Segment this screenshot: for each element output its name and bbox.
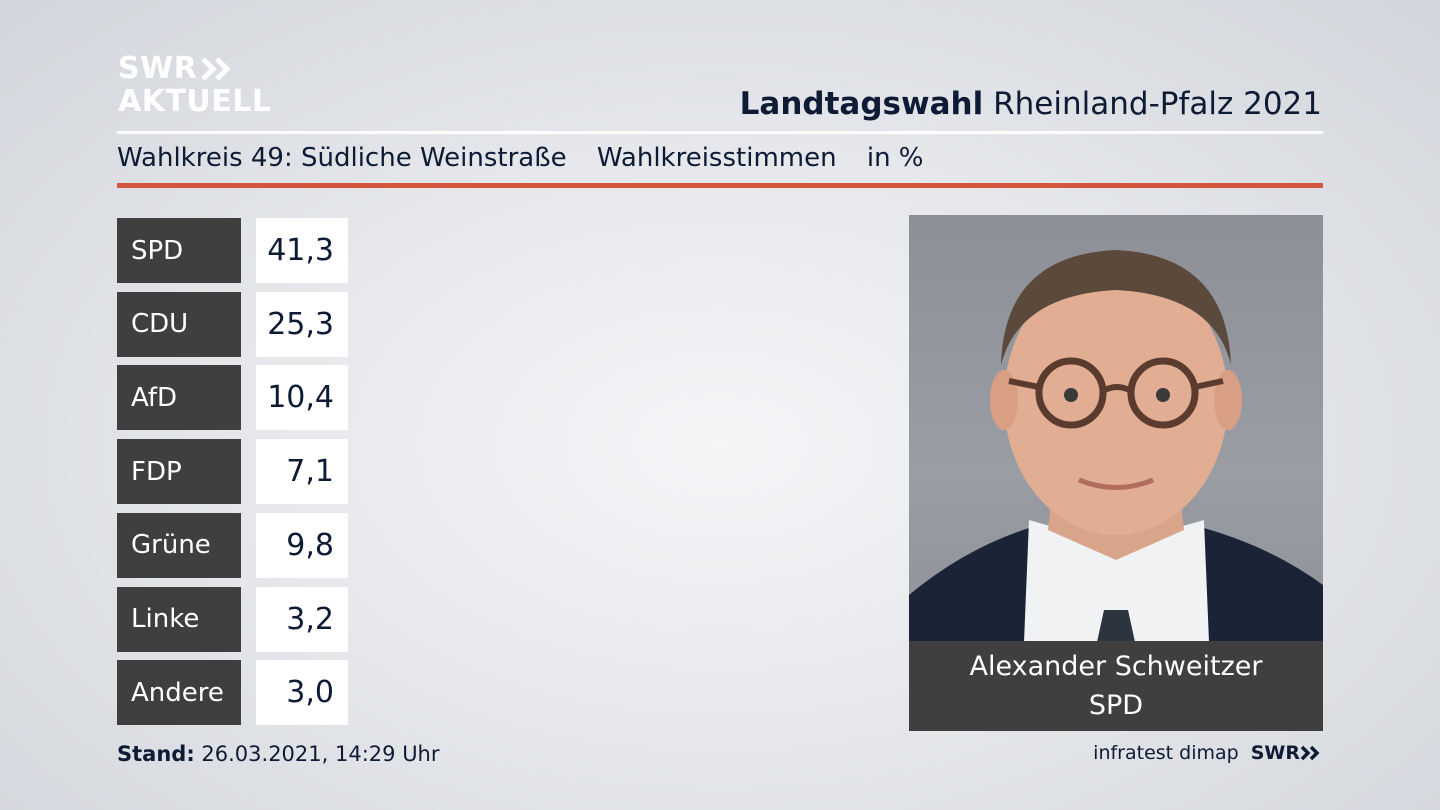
- logo-aktuell: AKTUELL: [118, 84, 272, 119]
- swr-chevrons-icon: [1300, 745, 1320, 761]
- party-label: Linke: [117, 586, 241, 652]
- candidate-party: SPD: [1088, 690, 1144, 721]
- party-label: CDU: [117, 291, 241, 357]
- party-value: 10,4: [256, 365, 348, 431]
- candidate-photo: [909, 215, 1323, 642]
- table-row: Linke 3,2: [117, 586, 348, 652]
- party-value: 9,8: [256, 512, 348, 578]
- party-label: Andere: [117, 660, 241, 726]
- table-row: Andere 3,0: [117, 660, 348, 726]
- table-row: Grüne 9,8: [117, 512, 348, 578]
- party-value: 7,1: [256, 439, 348, 505]
- accent-divider: [117, 183, 1323, 188]
- candidate-name: Alexander Schweitzer: [969, 651, 1263, 682]
- party-value: 3,2: [256, 586, 348, 652]
- page-title: Landtagswahl Rheinland-Pfalz 2021: [740, 86, 1322, 122]
- stand-label: Stand:: [117, 742, 195, 766]
- party-label: SPD: [117, 218, 241, 283]
- party-value: 41,3: [256, 218, 348, 283]
- source-credits: infratest dimap SWR: [1093, 742, 1322, 764]
- party-value: 3,0: [256, 660, 348, 726]
- party-value: 25,3: [256, 291, 348, 357]
- candidate-portrait-icon: [909, 250, 1323, 642]
- swr-brand: SWR: [1251, 742, 1322, 764]
- title-bold: Landtagswahl: [739, 86, 984, 122]
- swr-aktuell-logo: SWR AKTUELL: [118, 54, 272, 117]
- candidate-caption: Alexander Schweitzer SPD: [909, 641, 1323, 731]
- logo-swr: SWR: [118, 51, 198, 86]
- source-label: infratest dimap: [1093, 742, 1239, 764]
- subtitle-measure: Wahlkreisstimmen: [596, 143, 837, 173]
- subtitle: Wahlkreis 49: Südliche Weinstraße Wahlkr…: [117, 143, 946, 173]
- title-divider: [117, 131, 1323, 134]
- swr-brand-text: SWR: [1250, 742, 1300, 764]
- party-label: AfD: [117, 365, 241, 431]
- stand-value: 26.03.2021, 14:29 Uhr: [201, 742, 440, 766]
- party-label: Grüne: [117, 512, 241, 578]
- subtitle-unit: in %: [866, 143, 924, 173]
- table-row: AfD 10,4: [117, 365, 348, 431]
- table-row: CDU 25,3: [117, 291, 348, 357]
- party-label: FDP: [117, 439, 241, 505]
- timestamp: Stand: 26.03.2021, 14:29 Uhr: [117, 742, 440, 766]
- table-row: FDP 7,1: [117, 439, 348, 505]
- table-row: SPD 41,3: [117, 218, 348, 283]
- title-rest: Rheinland-Pfalz 2021: [993, 86, 1322, 122]
- subtitle-district: Wahlkreis 49: Südliche Weinstraße: [117, 143, 567, 173]
- logo-chevrons-icon: [201, 57, 231, 81]
